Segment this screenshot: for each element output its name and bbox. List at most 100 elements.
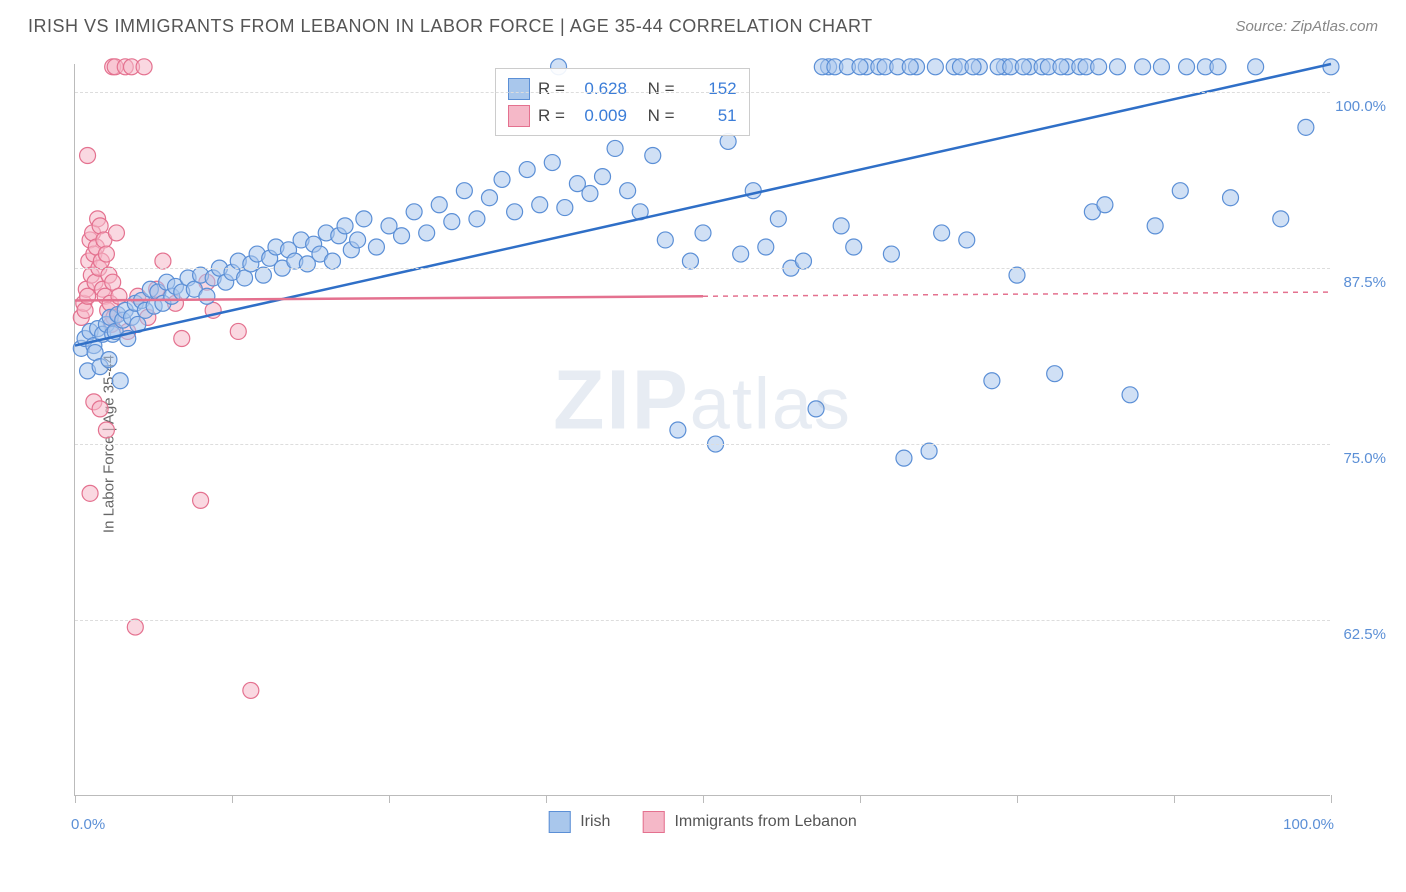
x-tick	[232, 795, 233, 803]
data-point	[155, 253, 171, 269]
data-point	[82, 485, 98, 501]
data-point	[1053, 59, 1069, 75]
data-point	[927, 59, 943, 75]
data-point	[965, 59, 981, 75]
data-point	[657, 232, 673, 248]
y-tick-label: 75.0%	[1343, 450, 1386, 467]
chart-title: IRISH VS IMMIGRANTS FROM LEBANON IN LABO…	[28, 16, 873, 37]
gridline	[75, 620, 1330, 621]
data-point	[431, 197, 447, 213]
swatch-lebanon-bottom	[642, 811, 664, 833]
data-point	[1210, 59, 1226, 75]
data-point	[846, 239, 862, 255]
data-point	[92, 401, 108, 417]
data-point	[1109, 59, 1125, 75]
y-tick-label: 87.5%	[1343, 274, 1386, 291]
scatter-chart: In Labor Force | Age 35-44 ZIPatlas R = …	[38, 56, 1386, 832]
correlation-legend: R = 0.628 N = 152 R = 0.009 N = 51	[495, 68, 750, 136]
data-point	[519, 162, 535, 178]
scatter-svg	[75, 64, 1330, 795]
data-point	[230, 323, 246, 339]
data-point	[645, 148, 661, 164]
x-tick	[1174, 795, 1175, 803]
data-point	[557, 200, 573, 216]
data-point	[337, 218, 353, 234]
data-point	[795, 253, 811, 269]
data-point	[127, 619, 143, 635]
data-point	[199, 288, 215, 304]
data-point	[92, 218, 108, 234]
r-value-irish: 0.628	[573, 75, 627, 102]
y-tick-label: 62.5%	[1343, 626, 1386, 643]
gridline	[75, 444, 1330, 445]
data-point	[934, 225, 950, 241]
data-point	[456, 183, 472, 199]
legend-label-lebanon: Immigrants from Lebanon	[674, 813, 856, 831]
legend-row-lebanon: R = 0.009 N = 51	[508, 102, 737, 129]
data-point	[108, 225, 124, 241]
data-point	[670, 422, 686, 438]
data-point	[1223, 190, 1239, 206]
data-point	[1273, 211, 1289, 227]
data-point	[902, 59, 918, 75]
data-point	[419, 225, 435, 241]
data-point	[959, 232, 975, 248]
legend-label-irish: Irish	[580, 813, 610, 831]
gridline	[75, 92, 1330, 93]
data-point	[1147, 218, 1163, 234]
swatch-irish-bottom	[548, 811, 570, 833]
legend-row-irish: R = 0.628 N = 152	[508, 75, 737, 102]
x-tick	[1017, 795, 1018, 803]
data-point	[682, 253, 698, 269]
data-point	[620, 183, 636, 199]
x-tick	[389, 795, 390, 803]
swatch-lebanon	[508, 105, 530, 127]
series-legend: Irish Immigrants from Lebanon	[548, 811, 857, 833]
data-point	[1097, 197, 1113, 213]
x-tick	[75, 795, 76, 803]
data-point	[193, 492, 209, 508]
chart-source: Source: ZipAtlas.com	[1235, 18, 1378, 35]
r-value-lebanon: 0.009	[573, 102, 627, 129]
data-point	[1091, 59, 1107, 75]
data-point	[544, 155, 560, 171]
n-value-irish: 152	[683, 75, 737, 102]
gridline	[75, 268, 1330, 269]
data-point	[607, 140, 623, 156]
data-point	[984, 373, 1000, 389]
data-point	[595, 169, 611, 185]
data-point	[1248, 59, 1264, 75]
data-point	[808, 401, 824, 417]
data-point	[1135, 59, 1151, 75]
data-point	[1172, 183, 1188, 199]
data-point	[921, 443, 937, 459]
data-point	[444, 214, 460, 230]
data-point	[745, 183, 761, 199]
data-point	[394, 228, 410, 244]
data-point	[469, 211, 485, 227]
y-tick-label: 100.0%	[1335, 98, 1386, 115]
data-point	[112, 373, 128, 389]
data-point	[481, 190, 497, 206]
data-point	[582, 186, 598, 202]
data-point	[174, 331, 190, 347]
data-point	[255, 267, 271, 283]
data-point	[1323, 59, 1339, 75]
data-point	[896, 450, 912, 466]
data-point	[1047, 366, 1063, 382]
x-tick	[546, 795, 547, 803]
data-point	[406, 204, 422, 220]
n-value-lebanon: 51	[683, 102, 737, 129]
data-point	[758, 239, 774, 255]
data-point	[770, 211, 786, 227]
data-point	[695, 225, 711, 241]
chart-header: IRISH VS IMMIGRANTS FROM LEBANON IN LABO…	[0, 0, 1406, 49]
data-point	[532, 197, 548, 213]
data-point	[368, 239, 384, 255]
data-point	[80, 148, 96, 164]
data-point	[324, 253, 340, 269]
data-point	[1122, 387, 1138, 403]
data-point	[98, 246, 114, 262]
x-tick	[1331, 795, 1332, 803]
data-point	[350, 232, 366, 248]
